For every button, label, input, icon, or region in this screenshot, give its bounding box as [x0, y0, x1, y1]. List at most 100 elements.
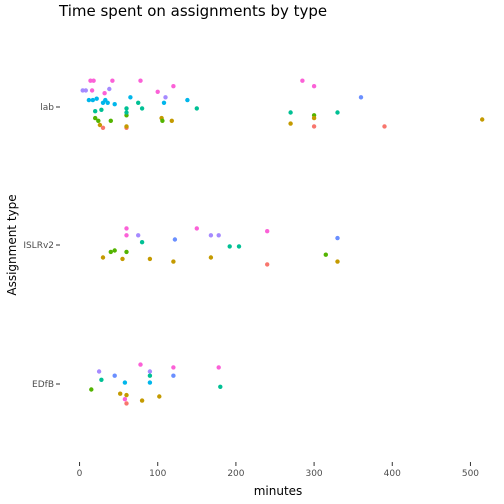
data-point: [124, 106, 129, 111]
data-point: [124, 392, 129, 398]
data-point: [236, 244, 242, 249]
data-point: [89, 387, 94, 392]
data-point: [128, 95, 133, 100]
data-point: [335, 259, 340, 264]
data-point: [163, 95, 168, 100]
data-point: [124, 401, 129, 406]
data-point: [108, 249, 114, 255]
data-point: [208, 255, 214, 260]
data-point: [147, 256, 153, 262]
data-point: [112, 248, 117, 253]
data-point: [171, 259, 176, 264]
data-point: [138, 78, 143, 83]
data-point: [99, 377, 104, 382]
x-tick-label: 200: [227, 469, 244, 479]
x-tick-label: 0: [77, 469, 83, 479]
data-point: [157, 394, 162, 399]
data-point: [89, 88, 95, 93]
data-point: [171, 373, 176, 378]
x-tick-label: 300: [305, 469, 322, 479]
y-axis-title: Assignment type: [5, 194, 19, 295]
x-axis-title: minutes: [254, 484, 303, 498]
data-point: [227, 244, 232, 249]
data-point: [147, 373, 153, 378]
data-point: [172, 237, 178, 242]
data-point: [102, 91, 107, 96]
data-point: [155, 89, 160, 95]
data-point: [480, 117, 485, 122]
data-point: [124, 233, 129, 238]
data-point: [90, 97, 96, 103]
data-point: [105, 100, 110, 106]
data-point: [323, 252, 328, 257]
data-point: [311, 84, 317, 89]
data-point: [161, 100, 167, 106]
data-point: [216, 233, 221, 238]
data-point: [80, 88, 85, 93]
data-point: [96, 369, 102, 374]
data-point: [94, 96, 99, 101]
data-point: [288, 121, 293, 126]
data-point: [139, 240, 145, 245]
data-point: [107, 86, 112, 92]
data-point: [136, 233, 141, 238]
data-point: [122, 397, 128, 402]
x-axis: 0 100 200 300 400 500: [77, 462, 479, 479]
data-point: [208, 233, 214, 238]
y-tick-label: EDfB: [32, 380, 54, 390]
data-point: [311, 115, 317, 121]
data-point: [124, 249, 129, 255]
data-point: [97, 122, 103, 128]
data-point: [96, 118, 101, 124]
data-point: [194, 226, 199, 231]
y-tick-label: ISLRv2: [23, 241, 54, 251]
x-tick-label: 400: [384, 469, 401, 479]
data-point: [124, 124, 129, 129]
data-point: [120, 256, 125, 262]
data-point: [108, 118, 114, 124]
data-point: [93, 115, 98, 121]
data-point: [171, 365, 176, 370]
data-point: [216, 365, 221, 370]
data-points: [80, 78, 485, 406]
y-axis: lab ISLRv2 EDfB: [23, 103, 60, 390]
data-point: [335, 235, 340, 241]
data-point: [382, 124, 387, 129]
data-point: [218, 384, 223, 389]
data-point: [100, 255, 106, 260]
data-point: [311, 124, 317, 129]
data-point: [147, 369, 153, 374]
data-point: [112, 102, 117, 107]
data-point: [265, 262, 270, 267]
data-point: [118, 391, 123, 396]
data-point: [194, 106, 199, 111]
data-point: [185, 97, 190, 103]
data-point: [136, 100, 141, 106]
data-point: [122, 380, 128, 385]
x-tick-label: 500: [462, 469, 479, 479]
data-point: [112, 373, 117, 378]
data-point: [110, 78, 115, 83]
data-point: [139, 106, 145, 111]
data-point: [91, 78, 96, 83]
data-point: [265, 229, 270, 234]
data-point: [169, 118, 174, 124]
chart-title: Time spent on assignments by type: [58, 2, 327, 20]
data-point: [138, 362, 143, 367]
y-tick-label: lab: [40, 103, 54, 113]
data-point: [124, 110, 129, 115]
data-point: [124, 226, 129, 231]
x-tick-label: 100: [149, 469, 166, 479]
data-point: [139, 398, 145, 403]
data-point: [83, 88, 89, 93]
data-point: [100, 125, 106, 130]
data-point: [300, 78, 305, 83]
data-point: [358, 95, 364, 100]
data-point: [93, 109, 98, 114]
data-point: [171, 84, 176, 89]
data-point: [288, 110, 293, 115]
data-point: [160, 118, 165, 124]
data-point: [147, 380, 153, 385]
data-point: [335, 110, 340, 115]
